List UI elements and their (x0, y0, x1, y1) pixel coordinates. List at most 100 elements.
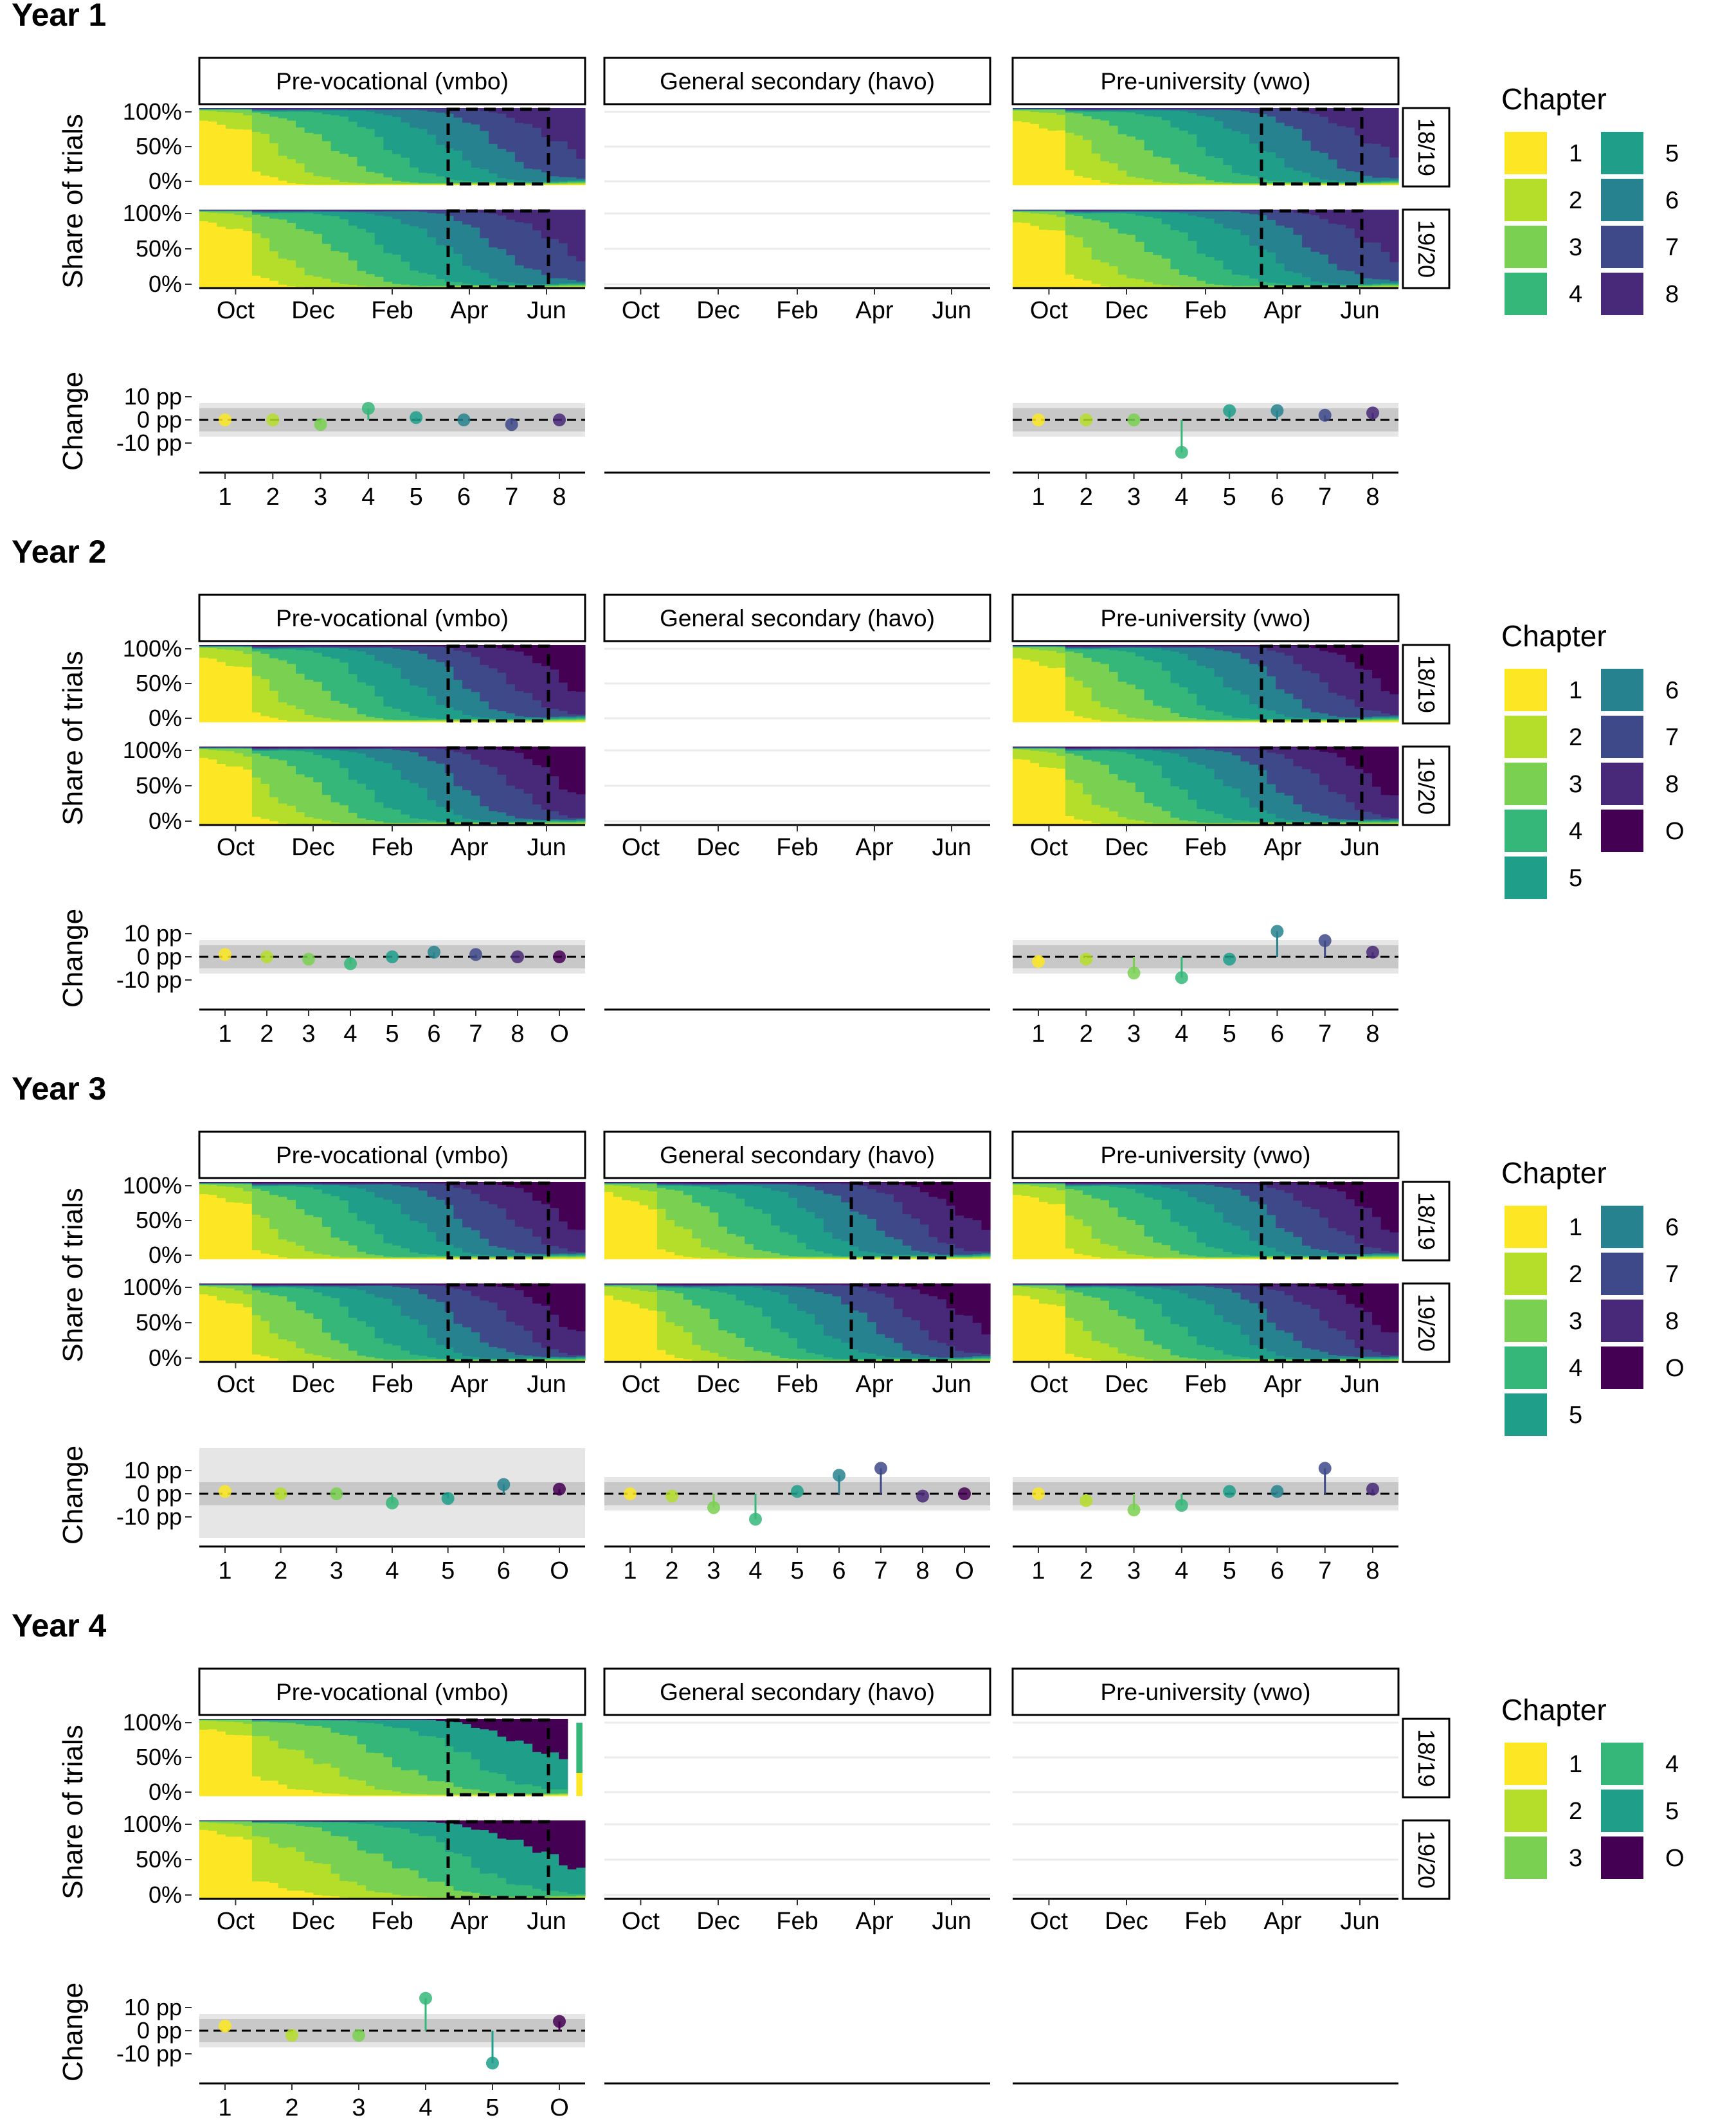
stack-segment (436, 210, 446, 214)
stack-segment (559, 177, 568, 181)
stack-segment (1013, 109, 1022, 111)
stack-segment (1249, 183, 1259, 185)
stack-segment (674, 1357, 684, 1363)
stack-segment (462, 122, 472, 161)
stack-segment (1013, 210, 1022, 212)
stack-segment (1293, 664, 1303, 700)
stack-segment (1083, 210, 1092, 212)
stack-segment (1372, 108, 1382, 144)
stack-segment (1240, 646, 1250, 659)
stack-segment (639, 1182, 649, 1183)
stack-segment (1021, 659, 1031, 723)
stack-segment (392, 286, 402, 288)
stack-segment (251, 1285, 262, 1287)
stack-segment (1284, 720, 1294, 721)
stack-segment (234, 766, 244, 826)
stack-segment (753, 1183, 763, 1184)
stack-segment (339, 747, 349, 749)
stack-segment (1135, 645, 1145, 646)
stack-segment (1337, 655, 1346, 696)
stack-segment (823, 1193, 833, 1233)
stack-segment (1144, 212, 1153, 217)
stack-segment (964, 1258, 973, 1260)
stack-segment (1231, 108, 1242, 109)
stack-segment (366, 210, 375, 212)
highlight-window-box (446, 107, 550, 186)
stack-segment (1065, 750, 1075, 752)
stack-segment (753, 1186, 763, 1210)
stack-segment (462, 790, 472, 819)
stack-segment (1013, 648, 1022, 658)
stack-segment (1380, 691, 1390, 714)
stack-segment (1214, 751, 1224, 780)
stack-segment (1197, 747, 1206, 748)
stack-segment (366, 211, 375, 214)
x-tick-label: Apr (855, 834, 893, 861)
stack-segment (919, 1294, 930, 1330)
stack-segment (436, 721, 446, 723)
stack-segment (269, 747, 279, 748)
stack-segment (832, 1338, 842, 1359)
stack-segment (1328, 792, 1338, 819)
stack-segment (1117, 170, 1127, 185)
stack-segment (1021, 108, 1031, 109)
stack-segment (260, 716, 270, 723)
stack-segment (217, 1197, 226, 1260)
stack-segment (541, 718, 551, 720)
stack-segment (1030, 763, 1040, 826)
facet-strip (198, 1130, 586, 1179)
stack-segment (506, 785, 516, 816)
stack-segment (401, 1186, 410, 1215)
stack-segment (304, 1215, 314, 1252)
stack-segment (269, 1185, 279, 1186)
stack-segment (480, 272, 489, 285)
stack-segment (1363, 645, 1373, 670)
stack-segment (1109, 647, 1119, 649)
stack-segment (1083, 140, 1092, 178)
stack-segment (718, 1226, 728, 1253)
stack-segment (1363, 718, 1373, 720)
stack-segment (1380, 819, 1390, 821)
stack-segment (665, 1185, 675, 1190)
stack-segment (392, 210, 402, 211)
stack-segment (427, 718, 437, 720)
stack-segment (330, 1359, 340, 1361)
stack-segment (797, 1310, 807, 1349)
stack-segment (523, 286, 533, 287)
stack-segment (1197, 748, 1206, 749)
stack-segment (1380, 717, 1390, 719)
stack-segment (278, 210, 287, 211)
y-tick-label: 100% (123, 635, 182, 662)
stack-segment (937, 1283, 947, 1300)
stack-segment (567, 817, 577, 820)
stack-segment (243, 756, 253, 770)
stack-segment (269, 111, 279, 117)
stack-segment (251, 1249, 262, 1260)
stack-segment (576, 285, 586, 287)
change-point (497, 1478, 511, 1491)
stack-segment (1240, 111, 1250, 134)
stack-segment (1100, 183, 1110, 186)
stack-segment (269, 646, 279, 648)
stack-segment (981, 1254, 991, 1256)
stack-segment (383, 822, 393, 824)
stack-segment (1284, 822, 1294, 824)
stack-segment (683, 1183, 692, 1184)
stack-segment (1170, 748, 1180, 750)
stack-segment (762, 1360, 772, 1362)
stack-segment (1161, 211, 1171, 213)
stack-segment (1126, 782, 1136, 820)
stack-segment (269, 648, 279, 650)
stack-segment (771, 1182, 781, 1183)
stack-segment (1319, 285, 1329, 286)
stack-segment (1240, 747, 1250, 748)
stack-segment (321, 646, 332, 648)
stack-segment (1013, 646, 1022, 647)
stack-segment (788, 1283, 798, 1285)
x-tick-label: Apr (855, 1371, 893, 1398)
stack-segment (357, 286, 366, 287)
stack-segment (894, 1202, 903, 1240)
stack-segment (1013, 222, 1022, 289)
stack-segment (1206, 109, 1215, 118)
stack-segment (514, 747, 525, 753)
